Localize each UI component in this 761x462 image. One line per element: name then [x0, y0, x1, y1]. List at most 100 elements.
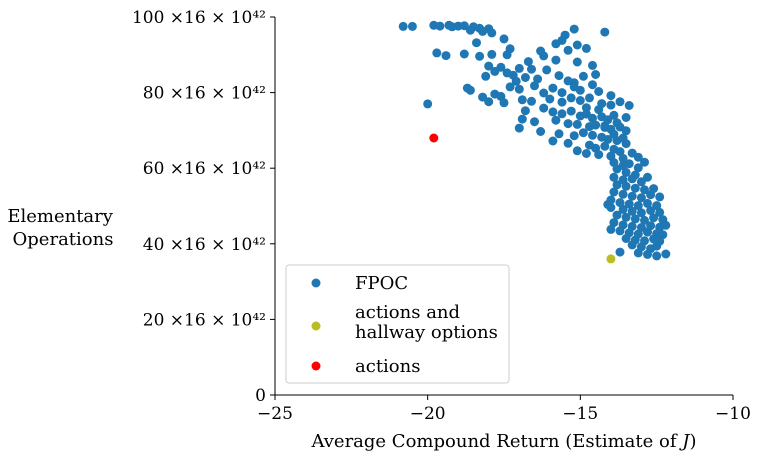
- data-point: [588, 80, 597, 90]
- data-point: [591, 70, 601, 79]
- data-point: [627, 206, 637, 216]
- data-point: [484, 61, 494, 71]
- data-point: [661, 220, 671, 230]
- data-point: [636, 208, 646, 218]
- data-point: [591, 120, 601, 130]
- data-point: [563, 138, 573, 148]
- data-point: [621, 113, 631, 122]
- data-point: [627, 174, 637, 184]
- data-point: [560, 30, 570, 40]
- legend-label-actions-and-hallway-options: actions and hallway options: [355, 302, 498, 343]
- data-point: [661, 249, 671, 259]
- data-point: [475, 51, 485, 61]
- data-point: [640, 185, 649, 195]
- data-point: [630, 214, 640, 224]
- data-point: [627, 240, 637, 250]
- x-tick-label: −25: [257, 404, 293, 424]
- data-point: [566, 106, 576, 116]
- data-point: [581, 149, 591, 158]
- y-axis-label: Elementary Operations: [7, 206, 118, 250]
- data-point: [520, 73, 530, 82]
- data-point: [600, 27, 610, 37]
- data-point: [398, 21, 408, 31]
- data-point: [652, 251, 662, 261]
- data-point: [563, 119, 573, 129]
- legend-marker-actions-and-hallway-options: [311, 321, 321, 331]
- data-point: [621, 212, 631, 222]
- data-point: [572, 119, 582, 129]
- data-point: [633, 248, 643, 258]
- series-2: [429, 133, 439, 143]
- x-tick-label: −20: [410, 404, 446, 424]
- data-point: [578, 71, 588, 81]
- legend-label-actions: actions: [355, 356, 420, 377]
- y-tick-label: 100 ×16 × 10⁴²: [132, 8, 266, 28]
- data-point: [643, 227, 652, 237]
- data-point: [633, 152, 643, 162]
- data-point: [551, 55, 561, 65]
- points-layer: [398, 20, 671, 264]
- data-point: [490, 66, 500, 76]
- data-point: [618, 204, 628, 214]
- data-point: [594, 87, 604, 96]
- data-point: [566, 93, 576, 103]
- data-point: [640, 157, 649, 167]
- data-point: [609, 172, 619, 182]
- data-point: [551, 39, 561, 49]
- data-point: [594, 105, 604, 115]
- data-point: [588, 113, 597, 123]
- data-point: [569, 131, 579, 141]
- x-axis-label-main: Average Compound Return (Estimate of: [310, 431, 682, 452]
- x-tick-label: −10: [715, 404, 751, 424]
- legend-marker-fpoc: [311, 278, 321, 288]
- data-point: [600, 141, 610, 151]
- data-point: [618, 153, 628, 163]
- data-point: [499, 34, 509, 44]
- data-point: [624, 199, 634, 209]
- x-ticks: −25 −20 −15 −10: [257, 395, 751, 424]
- data-point: [655, 192, 665, 202]
- y-axis-label-line-2: Operations: [13, 229, 114, 250]
- data-point: [539, 88, 549, 98]
- data-point: [569, 24, 579, 34]
- data-point: [575, 96, 585, 105]
- data-point: [636, 193, 646, 203]
- data-point: [612, 164, 622, 174]
- data-point: [554, 71, 564, 81]
- x-axis-label: Average Compound Return (Estimate of J): [310, 431, 696, 452]
- x-axis-label-symbol: J: [678, 431, 691, 452]
- data-point: [581, 103, 591, 113]
- data-point: [465, 25, 475, 35]
- data-point: [511, 76, 521, 86]
- data-point: [548, 107, 558, 117]
- data-point: [523, 57, 533, 67]
- data-point: [606, 224, 616, 234]
- data-point: [557, 97, 567, 107]
- data-point: [609, 187, 619, 197]
- data-point: [527, 96, 536, 106]
- data-point: [481, 71, 491, 81]
- data-point: [514, 63, 524, 73]
- data-point: [554, 129, 564, 139]
- data-point: [643, 249, 652, 259]
- data-point: [609, 218, 619, 228]
- data-point: [478, 26, 488, 36]
- data-point: [609, 129, 619, 139]
- data-point: [627, 191, 637, 201]
- data-point: [551, 115, 561, 125]
- data-point: [548, 83, 558, 93]
- data-point: [423, 99, 433, 109]
- x-axis-label-end: ): [689, 431, 696, 452]
- data-point: [640, 215, 649, 225]
- data-point: [539, 103, 549, 113]
- y-ticks: 0 20 ×16 × 10⁴² 40 ×16 × 10⁴² 60 ×16 × 10⁴²…: [132, 8, 275, 406]
- data-point: [646, 206, 656, 215]
- data-point: [459, 49, 469, 59]
- data-point: [536, 127, 546, 136]
- data-point: [530, 81, 539, 91]
- data-point: [578, 128, 588, 138]
- data-point: [581, 43, 591, 53]
- data-point: [447, 22, 457, 32]
- data-point: [484, 97, 494, 107]
